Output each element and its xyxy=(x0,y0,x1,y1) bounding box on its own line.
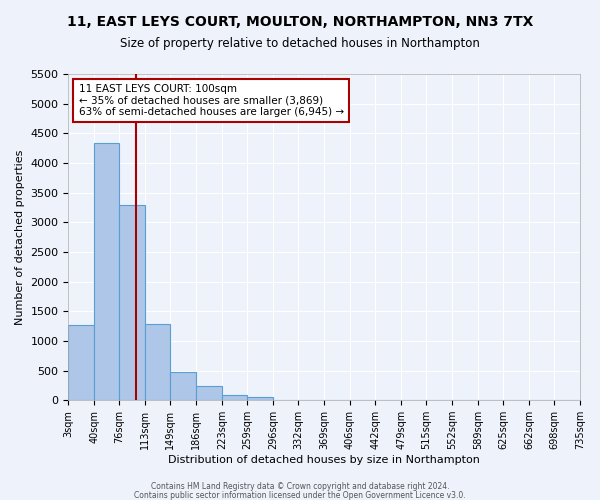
Bar xyxy=(196,386,222,400)
Bar xyxy=(222,395,247,400)
Text: Contains HM Land Registry data © Crown copyright and database right 2024.: Contains HM Land Registry data © Crown c… xyxy=(151,482,449,491)
Bar xyxy=(94,144,119,400)
Text: Size of property relative to detached houses in Northampton: Size of property relative to detached ho… xyxy=(120,38,480,51)
Bar xyxy=(68,325,94,400)
Text: 11 EAST LEYS COURT: 100sqm
← 35% of detached houses are smaller (3,869)
63% of s: 11 EAST LEYS COURT: 100sqm ← 35% of deta… xyxy=(79,84,344,117)
Bar xyxy=(170,372,196,400)
X-axis label: Distribution of detached houses by size in Northampton: Distribution of detached houses by size … xyxy=(168,455,480,465)
Text: Contains public sector information licensed under the Open Government Licence v3: Contains public sector information licen… xyxy=(134,490,466,500)
Bar xyxy=(119,205,145,400)
Y-axis label: Number of detached properties: Number of detached properties xyxy=(15,150,25,325)
Bar xyxy=(145,324,170,400)
Text: 11, EAST LEYS COURT, MOULTON, NORTHAMPTON, NN3 7TX: 11, EAST LEYS COURT, MOULTON, NORTHAMPTO… xyxy=(67,15,533,29)
Bar xyxy=(247,397,273,400)
